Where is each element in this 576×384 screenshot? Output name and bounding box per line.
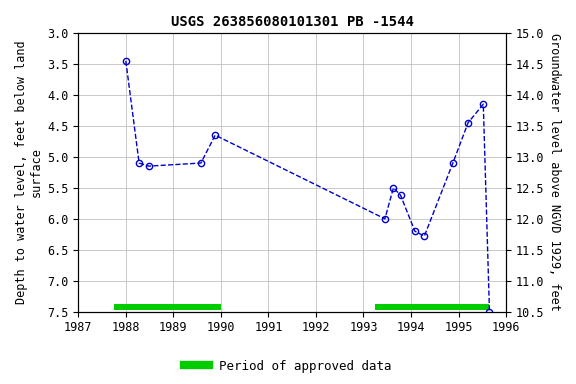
Bar (376, 304, 490, 310)
Legend: Period of approved data: Period of approved data (179, 355, 397, 378)
Title: USGS 263856080101301 PB -1544: USGS 263856080101301 PB -1544 (170, 15, 414, 29)
Bar (114, 304, 221, 310)
Y-axis label: Depth to water level, feet below land
surface: Depth to water level, feet below land su… (15, 41, 43, 304)
Y-axis label: Groundwater level above NGVD 1929, feet: Groundwater level above NGVD 1929, feet (548, 33, 561, 311)
